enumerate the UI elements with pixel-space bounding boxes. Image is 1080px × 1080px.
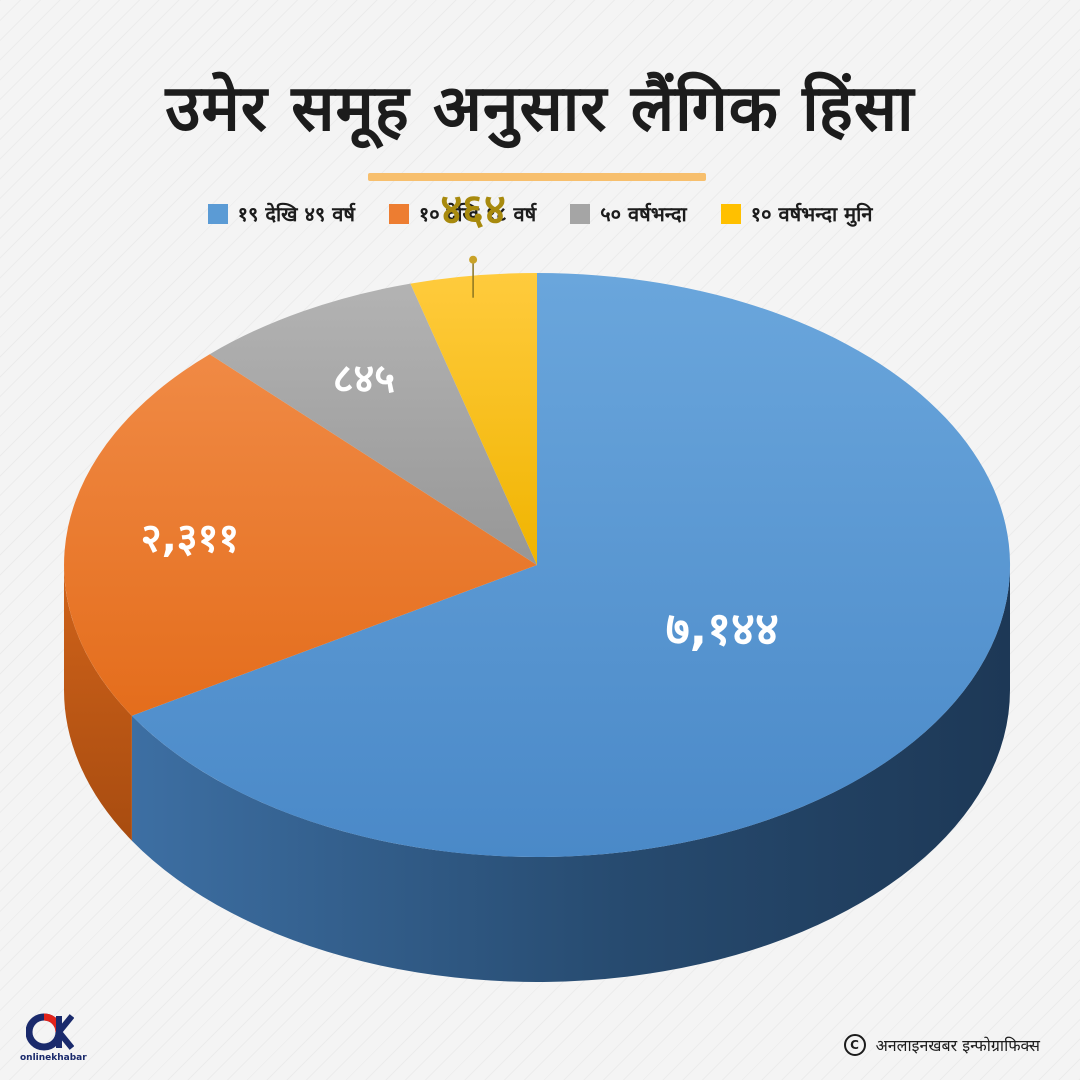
onlinekhabar-logo: onlinekhabar xyxy=(20,1012,87,1068)
legend-item-10-18: १० देखि १८ वर्ष xyxy=(388,200,537,227)
legend-swatch xyxy=(207,203,228,224)
copyright-icon: C xyxy=(843,1034,866,1056)
pie-slice-19-49 xyxy=(131,272,1011,858)
pie-data-labels: ७,१४४ २,३११ ८४५ ४६४ xyxy=(141,185,779,656)
legend-label: ५० वर्षभन्दा xyxy=(600,202,687,226)
data-label-19-49: ७,१४४ xyxy=(666,602,779,656)
legend-label: १० वर्षभन्दा मुनि xyxy=(750,202,873,226)
pie-slice-10-18 xyxy=(64,354,537,716)
logo-text: onlinekhabar xyxy=(20,1053,87,1063)
credit: C अनलाइनखबर इन्फोग्राफिक्स xyxy=(843,1034,1040,1056)
data-label-under-10: ४६४ xyxy=(440,185,506,234)
legend-swatch xyxy=(388,203,409,224)
pie-depth-sides xyxy=(64,565,1010,982)
legend-item-19-49: १९ देखि ४९ वर्ष xyxy=(207,200,355,227)
legend-item-50-plus: ५० वर्षभन्दा xyxy=(570,200,687,227)
chart-title: उमेर समूह अनुसार लैंगिक हिंसा xyxy=(165,72,915,146)
pie-side-19-49 xyxy=(131,565,1010,982)
leader-dot xyxy=(469,255,478,264)
legend-swatch xyxy=(720,203,741,224)
legend-item-under-10: १० वर्षभन्दा मुनि xyxy=(720,200,873,227)
credit-text: अनलाइनखबर इन्फोग्राफिक्स xyxy=(875,1036,1040,1055)
legend-label: १० देखि १८ वर्ष xyxy=(418,202,537,226)
data-label-10-18: २,३११ xyxy=(141,516,239,562)
ok-logo-icon xyxy=(26,1013,74,1051)
legend: १९ देखि ४९ वर्ष १० देखि १८ वर्ष ५० वर्षभ… xyxy=(0,200,1080,227)
pie-slice-under-10 xyxy=(410,272,537,565)
legend-swatch xyxy=(570,203,591,224)
title-underline xyxy=(368,173,706,181)
pie-side-10-18 xyxy=(64,565,132,841)
pie-slice-50-plus xyxy=(209,283,537,565)
data-label-50-plus: ८४५ xyxy=(333,356,395,402)
pie-slices xyxy=(64,272,1011,858)
legend-label: १९ देखि ४९ वर्ष xyxy=(237,202,355,226)
